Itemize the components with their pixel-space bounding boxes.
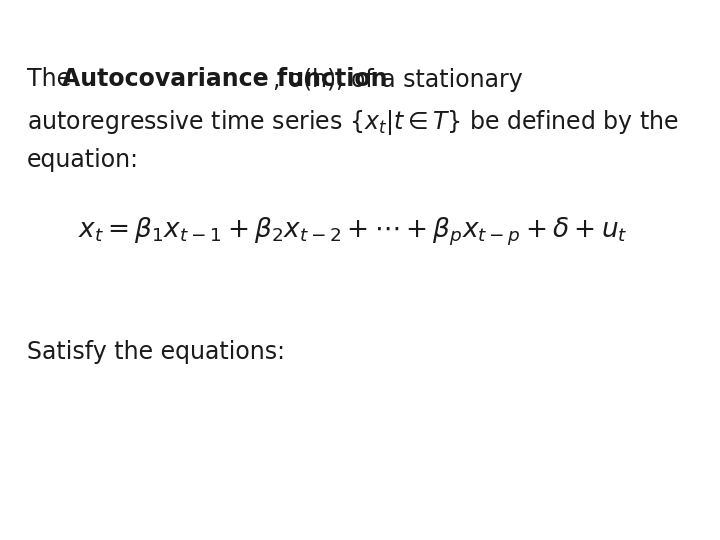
Text: Autocovariance function: Autocovariance function: [62, 68, 387, 91]
Text: , σ(h), of a stationary: , σ(h), of a stationary: [274, 68, 523, 91]
Text: Satisfy the equations:: Satisfy the equations:: [27, 340, 285, 364]
Text: $x_t = \beta_1 x_{t-1} + \beta_2 x_{t-2} + \cdots + \beta_p x_{t-p} + \delta + u: $x_t = \beta_1 x_{t-1} + \beta_2 x_{t-2}…: [78, 216, 628, 248]
Text: The: The: [27, 68, 78, 91]
Text: autoregressive time series $\{x_t|t \in T\}$ be defined by the: autoregressive time series $\{x_t|t \in …: [27, 108, 679, 137]
Text: equation:: equation:: [27, 148, 139, 172]
